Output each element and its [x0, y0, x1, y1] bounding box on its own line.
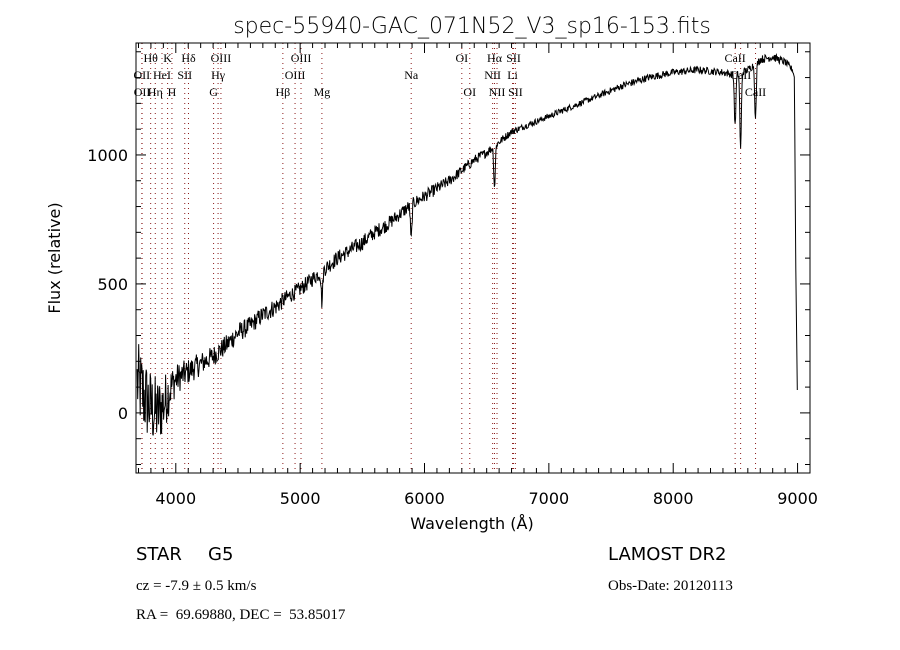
y-tick-label: 0 [118, 404, 128, 423]
line-label: OI [455, 51, 468, 65]
x-axis-label: Wavelength (Å) [410, 514, 533, 533]
line-label: OII [134, 68, 151, 82]
line-label: OIII [211, 51, 232, 65]
chart-title: spec-55940-GAC_071N52_V3_sp16-153.fits [233, 14, 711, 39]
line-label: Li [507, 68, 518, 82]
ra-dec: RA = 69.69880, DEC = 53.85017 [136, 607, 346, 623]
line-label: OI [463, 85, 476, 99]
line-markers [141, 43, 757, 473]
line-label: G [209, 85, 218, 99]
line-label: NII [489, 85, 506, 99]
line-label: Hθ [143, 51, 158, 65]
redshift-cz: cz = -7.9 ± 0.5 km/s [136, 578, 257, 594]
line-label: Mg [314, 85, 331, 99]
x-tick-label: 8000 [653, 489, 694, 508]
line-label: SII [506, 51, 521, 65]
axes: 4000 5000 6000 7000 8000 9000 0 500 1000 [87, 43, 818, 508]
x-tick-label: 5000 [280, 489, 321, 508]
line-label: Hη [148, 85, 163, 99]
line-label: Na [404, 68, 419, 82]
line-label: CaII [724, 51, 745, 65]
line-label: K [163, 51, 172, 65]
y-axis-label: Flux (relative) [45, 202, 64, 313]
x-tick-label: 6000 [404, 489, 445, 508]
line-label: Hα [487, 51, 503, 65]
line-label: H [168, 85, 177, 99]
x-tick-label: 4000 [155, 489, 196, 508]
line-label: OIII [291, 51, 312, 65]
x-tick-label: 9000 [777, 489, 818, 508]
line-label: SII [177, 68, 192, 82]
line-label: Hβ [275, 85, 290, 99]
line-label: NII [484, 68, 501, 82]
line-label: OIII [285, 68, 306, 82]
line-label: Hδ [181, 51, 196, 65]
obs-date: Obs-Date: 20120113 [608, 578, 733, 594]
survey-name: LAMOST DR2 [608, 544, 726, 565]
line-label: CaII [745, 85, 766, 99]
plot-frame [135, 42, 811, 474]
line-label: Hγ [211, 68, 226, 82]
object-class: STAR [136, 544, 182, 565]
x-tick-label: 7000 [528, 489, 569, 508]
line-label: HeI [153, 68, 171, 82]
line-label: OII [134, 85, 151, 99]
spectrum-line [136, 53, 798, 436]
y-tick-label: 500 [97, 275, 128, 294]
line-label: SII [508, 85, 523, 99]
y-tick-label: 1000 [87, 146, 128, 165]
object-subclass: G5 [208, 544, 233, 565]
